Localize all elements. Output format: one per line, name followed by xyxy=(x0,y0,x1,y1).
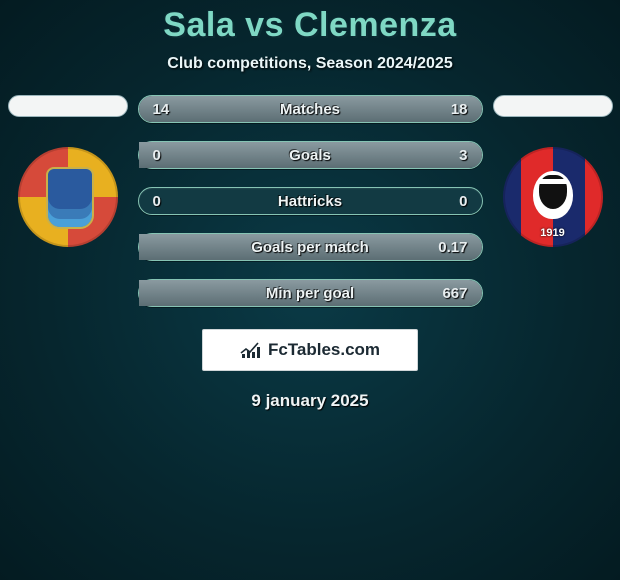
comparison-layout: 14Matches180Goals30Hattricks0Goals per m… xyxy=(0,95,620,307)
brand-text: FcTables.com xyxy=(268,340,380,360)
stat-label: Goals xyxy=(139,142,482,170)
stat-label: Matches xyxy=(139,96,482,124)
stat-label: Hattricks xyxy=(139,188,482,216)
player-left-crest xyxy=(18,147,118,247)
stat-row: Min per goal667 xyxy=(138,279,483,307)
stat-value-right: 0 xyxy=(459,188,467,216)
stat-row: 0Goals3 xyxy=(138,141,483,169)
stat-row: 14Matches18 xyxy=(138,95,483,123)
stat-value-right: 18 xyxy=(451,96,468,124)
player-right-column xyxy=(493,95,613,247)
player-right-namebar xyxy=(493,95,613,117)
stat-row: 0Hattricks0 xyxy=(138,187,483,215)
stat-value-right: 3 xyxy=(459,142,467,170)
brand-badge: FcTables.com xyxy=(202,329,418,371)
player-right-crest xyxy=(503,147,603,247)
page-title: Sala vs Clemenza xyxy=(0,0,620,45)
brand-chart-icon xyxy=(240,341,262,359)
date-label: 9 january 2025 xyxy=(0,391,620,411)
player-left-column xyxy=(8,95,128,247)
player-left-namebar xyxy=(8,95,128,117)
stat-value-right: 0.17 xyxy=(438,234,467,262)
stats-panel: 14Matches180Goals30Hattricks0Goals per m… xyxy=(138,95,483,307)
stat-label: Goals per match xyxy=(139,234,482,262)
page-subtitle: Club competitions, Season 2024/2025 xyxy=(0,55,620,73)
stat-label: Min per goal xyxy=(139,280,482,308)
stat-value-right: 667 xyxy=(442,280,467,308)
stat-row: Goals per match0.17 xyxy=(138,233,483,261)
